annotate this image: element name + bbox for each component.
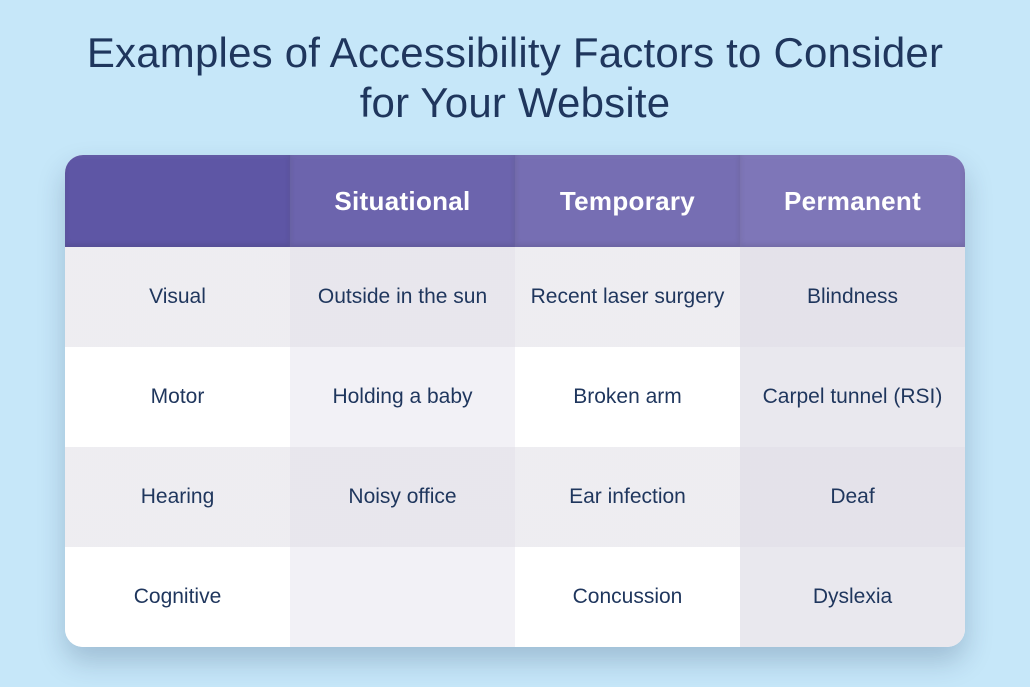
table-cell: Concussion xyxy=(515,547,740,647)
table-cell: Blindness xyxy=(740,247,965,347)
header-temporary: Temporary xyxy=(515,155,740,247)
table-cell xyxy=(290,547,515,647)
row-label: Cognitive xyxy=(65,547,290,647)
table-cell: Broken arm xyxy=(515,347,740,447)
table-cell: Carpel tunnel (RSI) xyxy=(740,347,965,447)
table-cell: Holding a baby xyxy=(290,347,515,447)
table-cell: Ear infection xyxy=(515,447,740,547)
row-label: Visual xyxy=(65,247,290,347)
page-title: Examples of Accessibility Factors to Con… xyxy=(65,28,965,127)
header-situational: Situational xyxy=(290,155,515,247)
table-row: Motor Holding a baby Broken arm Carpel t… xyxy=(65,347,965,447)
table-cell: Deaf xyxy=(740,447,965,547)
accessibility-table: Situational Temporary Permanent Visual O… xyxy=(65,155,965,647)
row-label: Hearing xyxy=(65,447,290,547)
table-row: Cognitive Concussion Dyslexia xyxy=(65,547,965,647)
table-header-row: Situational Temporary Permanent xyxy=(65,155,965,247)
table-cell: Recent laser surgery xyxy=(515,247,740,347)
table-row: Visual Outside in the sun Recent laser s… xyxy=(65,247,965,347)
table-cell: Dyslexia xyxy=(740,547,965,647)
header-permanent: Permanent xyxy=(740,155,965,247)
table-cell: Noisy office xyxy=(290,447,515,547)
row-label: Motor xyxy=(65,347,290,447)
header-blank xyxy=(65,155,290,247)
table-row: Hearing Noisy office Ear infection Deaf xyxy=(65,447,965,547)
page: Examples of Accessibility Factors to Con… xyxy=(0,0,1030,687)
table-cell: Outside in the sun xyxy=(290,247,515,347)
